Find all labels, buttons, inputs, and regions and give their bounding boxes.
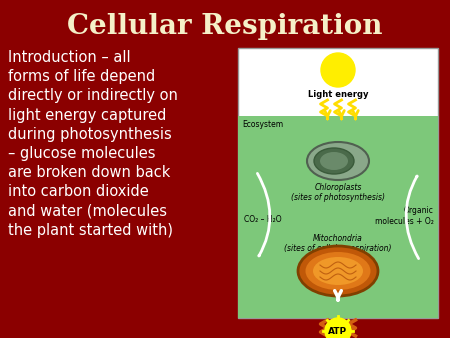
Text: ATP: ATP (328, 327, 347, 336)
Text: Cellular Respiration: Cellular Respiration (67, 13, 383, 40)
Ellipse shape (320, 152, 348, 170)
Ellipse shape (307, 142, 369, 180)
Text: CO₂ – H₂O: CO₂ – H₂O (244, 215, 282, 223)
Ellipse shape (298, 246, 378, 296)
FancyArrowPatch shape (406, 176, 419, 259)
Text: Introduction – all
forms of life depend
directly or indirectly on
light energy c: Introduction – all forms of life depend … (8, 50, 178, 238)
Text: Organic
molecules + O₂: Organic molecules + O₂ (375, 206, 434, 226)
Ellipse shape (306, 252, 370, 290)
Text: Ecosystem: Ecosystem (242, 120, 283, 129)
Text: Light energy: Light energy (308, 90, 368, 99)
Circle shape (321, 53, 355, 87)
FancyBboxPatch shape (238, 116, 438, 318)
FancyBboxPatch shape (238, 48, 438, 318)
Ellipse shape (313, 257, 363, 285)
Circle shape (325, 318, 351, 338)
Text: Chloroplasts
(sites of photosynthesis): Chloroplasts (sites of photosynthesis) (291, 183, 385, 202)
Ellipse shape (314, 148, 354, 174)
Text: Mitochondria
(sites of cellular respiration): Mitochondria (sites of cellular respirat… (284, 234, 392, 254)
FancyArrowPatch shape (257, 173, 270, 256)
